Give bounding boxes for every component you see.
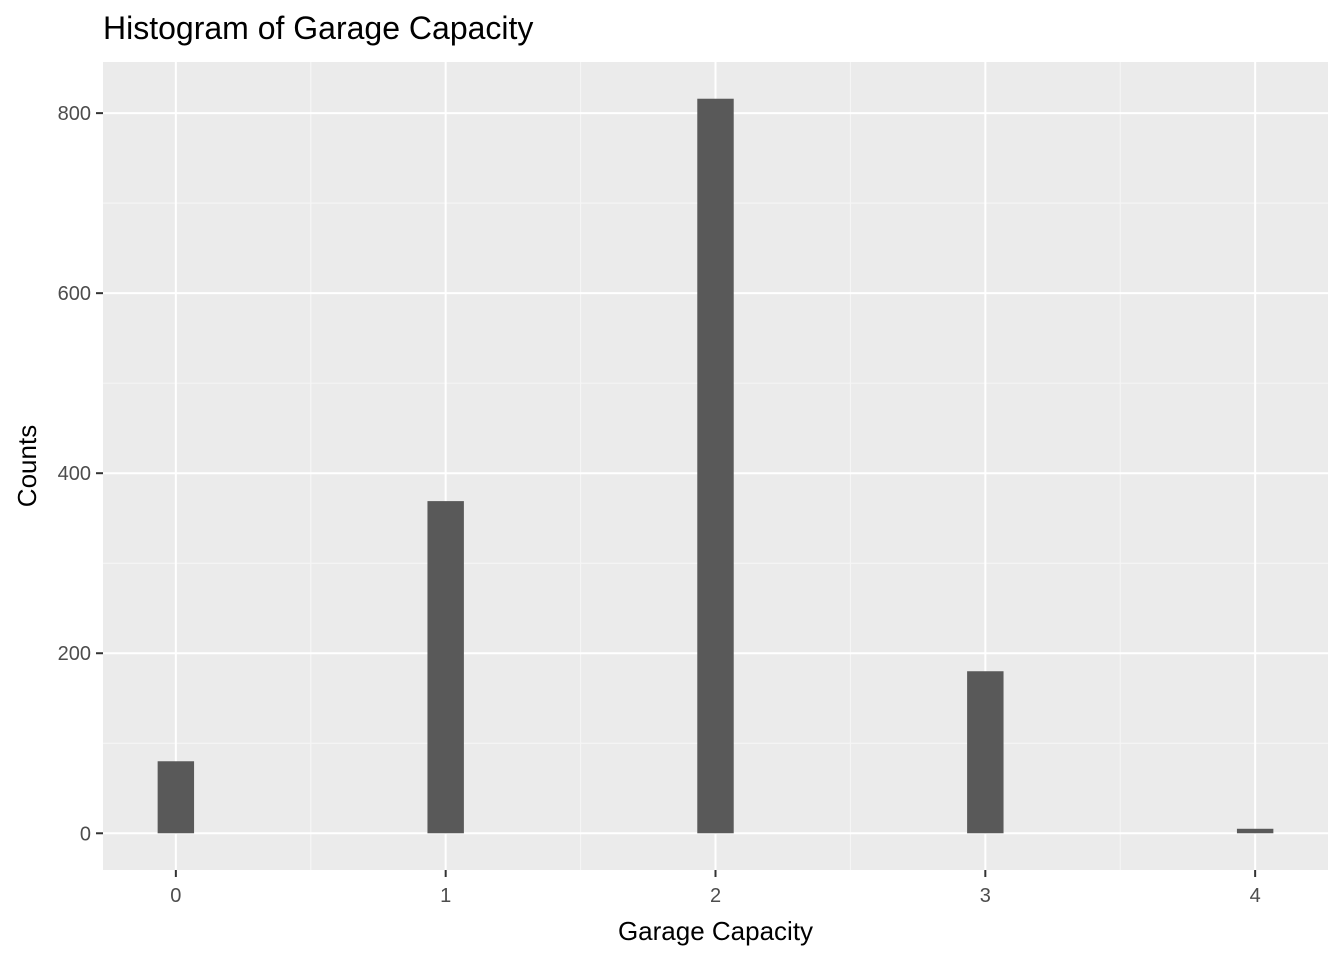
x-tick-label: 4 bbox=[1250, 885, 1261, 907]
y-tick-label: 400 bbox=[58, 463, 91, 485]
y-tick-label: 0 bbox=[80, 823, 91, 845]
y-tick-label: 600 bbox=[58, 283, 91, 305]
chart-title: Histogram of Garage Capacity bbox=[103, 10, 534, 46]
x-axis-title: Garage Capacity bbox=[618, 916, 813, 946]
bar bbox=[427, 501, 464, 834]
x-tick-label: 3 bbox=[980, 885, 991, 907]
y-axis-title: Counts bbox=[12, 425, 42, 507]
y-axis: 0 200 400 600 800 bbox=[58, 103, 103, 845]
bars bbox=[157, 98, 1274, 834]
y-tick-label: 800 bbox=[58, 103, 91, 125]
bar bbox=[157, 761, 195, 834]
bar bbox=[697, 98, 734, 834]
bar bbox=[1236, 828, 1274, 834]
bar bbox=[967, 671, 1004, 834]
y-tick-label: 200 bbox=[58, 643, 91, 665]
x-axis: 0 1 2 3 4 bbox=[170, 870, 1261, 907]
x-tick-label: 2 bbox=[710, 885, 721, 907]
x-tick-label: 0 bbox=[170, 885, 181, 907]
x-tick-label: 1 bbox=[440, 885, 451, 907]
